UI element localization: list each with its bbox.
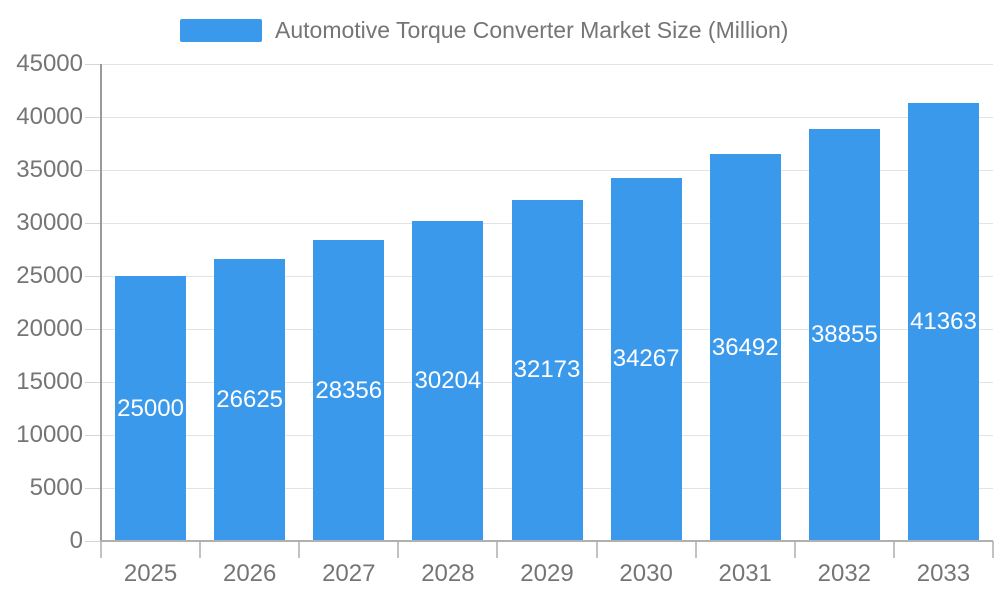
y-axis-tick [85, 275, 101, 277]
legend-swatch-icon [180, 18, 262, 42]
bar-2028[interactable]: 30204 [412, 220, 484, 541]
y-axis-label: 10000 [16, 421, 83, 448]
x-axis-label: 2025 [123, 560, 178, 587]
bar-2026[interactable]: 26625 [214, 258, 286, 541]
bar-2031[interactable]: 36492 [709, 154, 781, 541]
x-axis-tick [694, 541, 697, 558]
y-axis-label: 15000 [16, 368, 83, 395]
x-axis-label: 2032 [817, 560, 872, 587]
y-axis-label: 25000 [16, 262, 83, 289]
bar-2032[interactable]: 38855 [808, 129, 880, 541]
bar-value-label: 41363 [910, 307, 977, 335]
y-axis-label: 20000 [16, 315, 83, 342]
y-axis-label: 40000 [16, 103, 83, 130]
bar-2027[interactable]: 28356 [313, 240, 385, 541]
y-axis-tick [85, 116, 101, 118]
x-axis-label: 2031 [718, 560, 772, 587]
x-axis-line [101, 539, 993, 542]
x-axis-label: 2033 [916, 560, 971, 587]
x-axis-tick [595, 541, 598, 558]
bar-2033[interactable]: 41363 [907, 102, 979, 541]
x-axis-tick [397, 541, 400, 558]
y-axis-label: 0 [69, 527, 83, 554]
y-axis-tick [85, 63, 101, 65]
bar-2029[interactable]: 32173 [511, 199, 583, 541]
legend-item[interactable]: Automotive Torque Converter Market Size … [180, 16, 788, 44]
legend-label: Automotive Torque Converter Market Size … [275, 17, 789, 43]
x-axis-label: 2030 [619, 560, 673, 587]
bar-value-label: 26625 [216, 385, 284, 413]
bar-2025[interactable]: 25000 [115, 276, 187, 541]
y-axis-tick [85, 328, 101, 330]
x-axis-tick [100, 541, 102, 558]
x-axis-tick [992, 541, 994, 558]
x-axis-tick [892, 541, 895, 558]
x-axis-tick [298, 541, 301, 558]
bar-value-label: 32173 [513, 356, 581, 384]
gridline [101, 116, 993, 118]
x-axis-tick [199, 541, 202, 558]
bar-2030[interactable]: 34267 [610, 177, 682, 541]
y-axis-label: 30000 [16, 209, 83, 236]
y-axis-tick [85, 169, 101, 171]
x-axis-tick [496, 541, 499, 558]
bar-value-label: 34267 [612, 345, 680, 373]
x-axis-label: 2028 [421, 560, 475, 587]
y-axis-tick [85, 222, 101, 224]
gridline [101, 63, 993, 65]
bar-value-label: 28356 [315, 376, 383, 404]
y-axis-tick [85, 487, 101, 489]
y-axis-line [100, 64, 102, 541]
y-axis-tick [85, 381, 101, 383]
x-axis-label: 2027 [322, 560, 376, 587]
bar-value-label: 36492 [711, 333, 779, 361]
y-axis-label: 45000 [16, 50, 83, 77]
y-axis-tick [85, 434, 101, 436]
y-axis-label: 35000 [16, 156, 83, 183]
bar-value-label: 30204 [414, 366, 482, 394]
bar-value-label: 25000 [117, 394, 184, 422]
bar-value-label: 38855 [810, 321, 878, 349]
x-axis-tick [793, 541, 796, 558]
y-axis-tick [85, 540, 101, 542]
y-axis-label: 5000 [29, 474, 83, 501]
gridline [101, 169, 993, 171]
x-axis-label: 2029 [520, 560, 574, 587]
x-axis-label: 2026 [222, 560, 277, 587]
